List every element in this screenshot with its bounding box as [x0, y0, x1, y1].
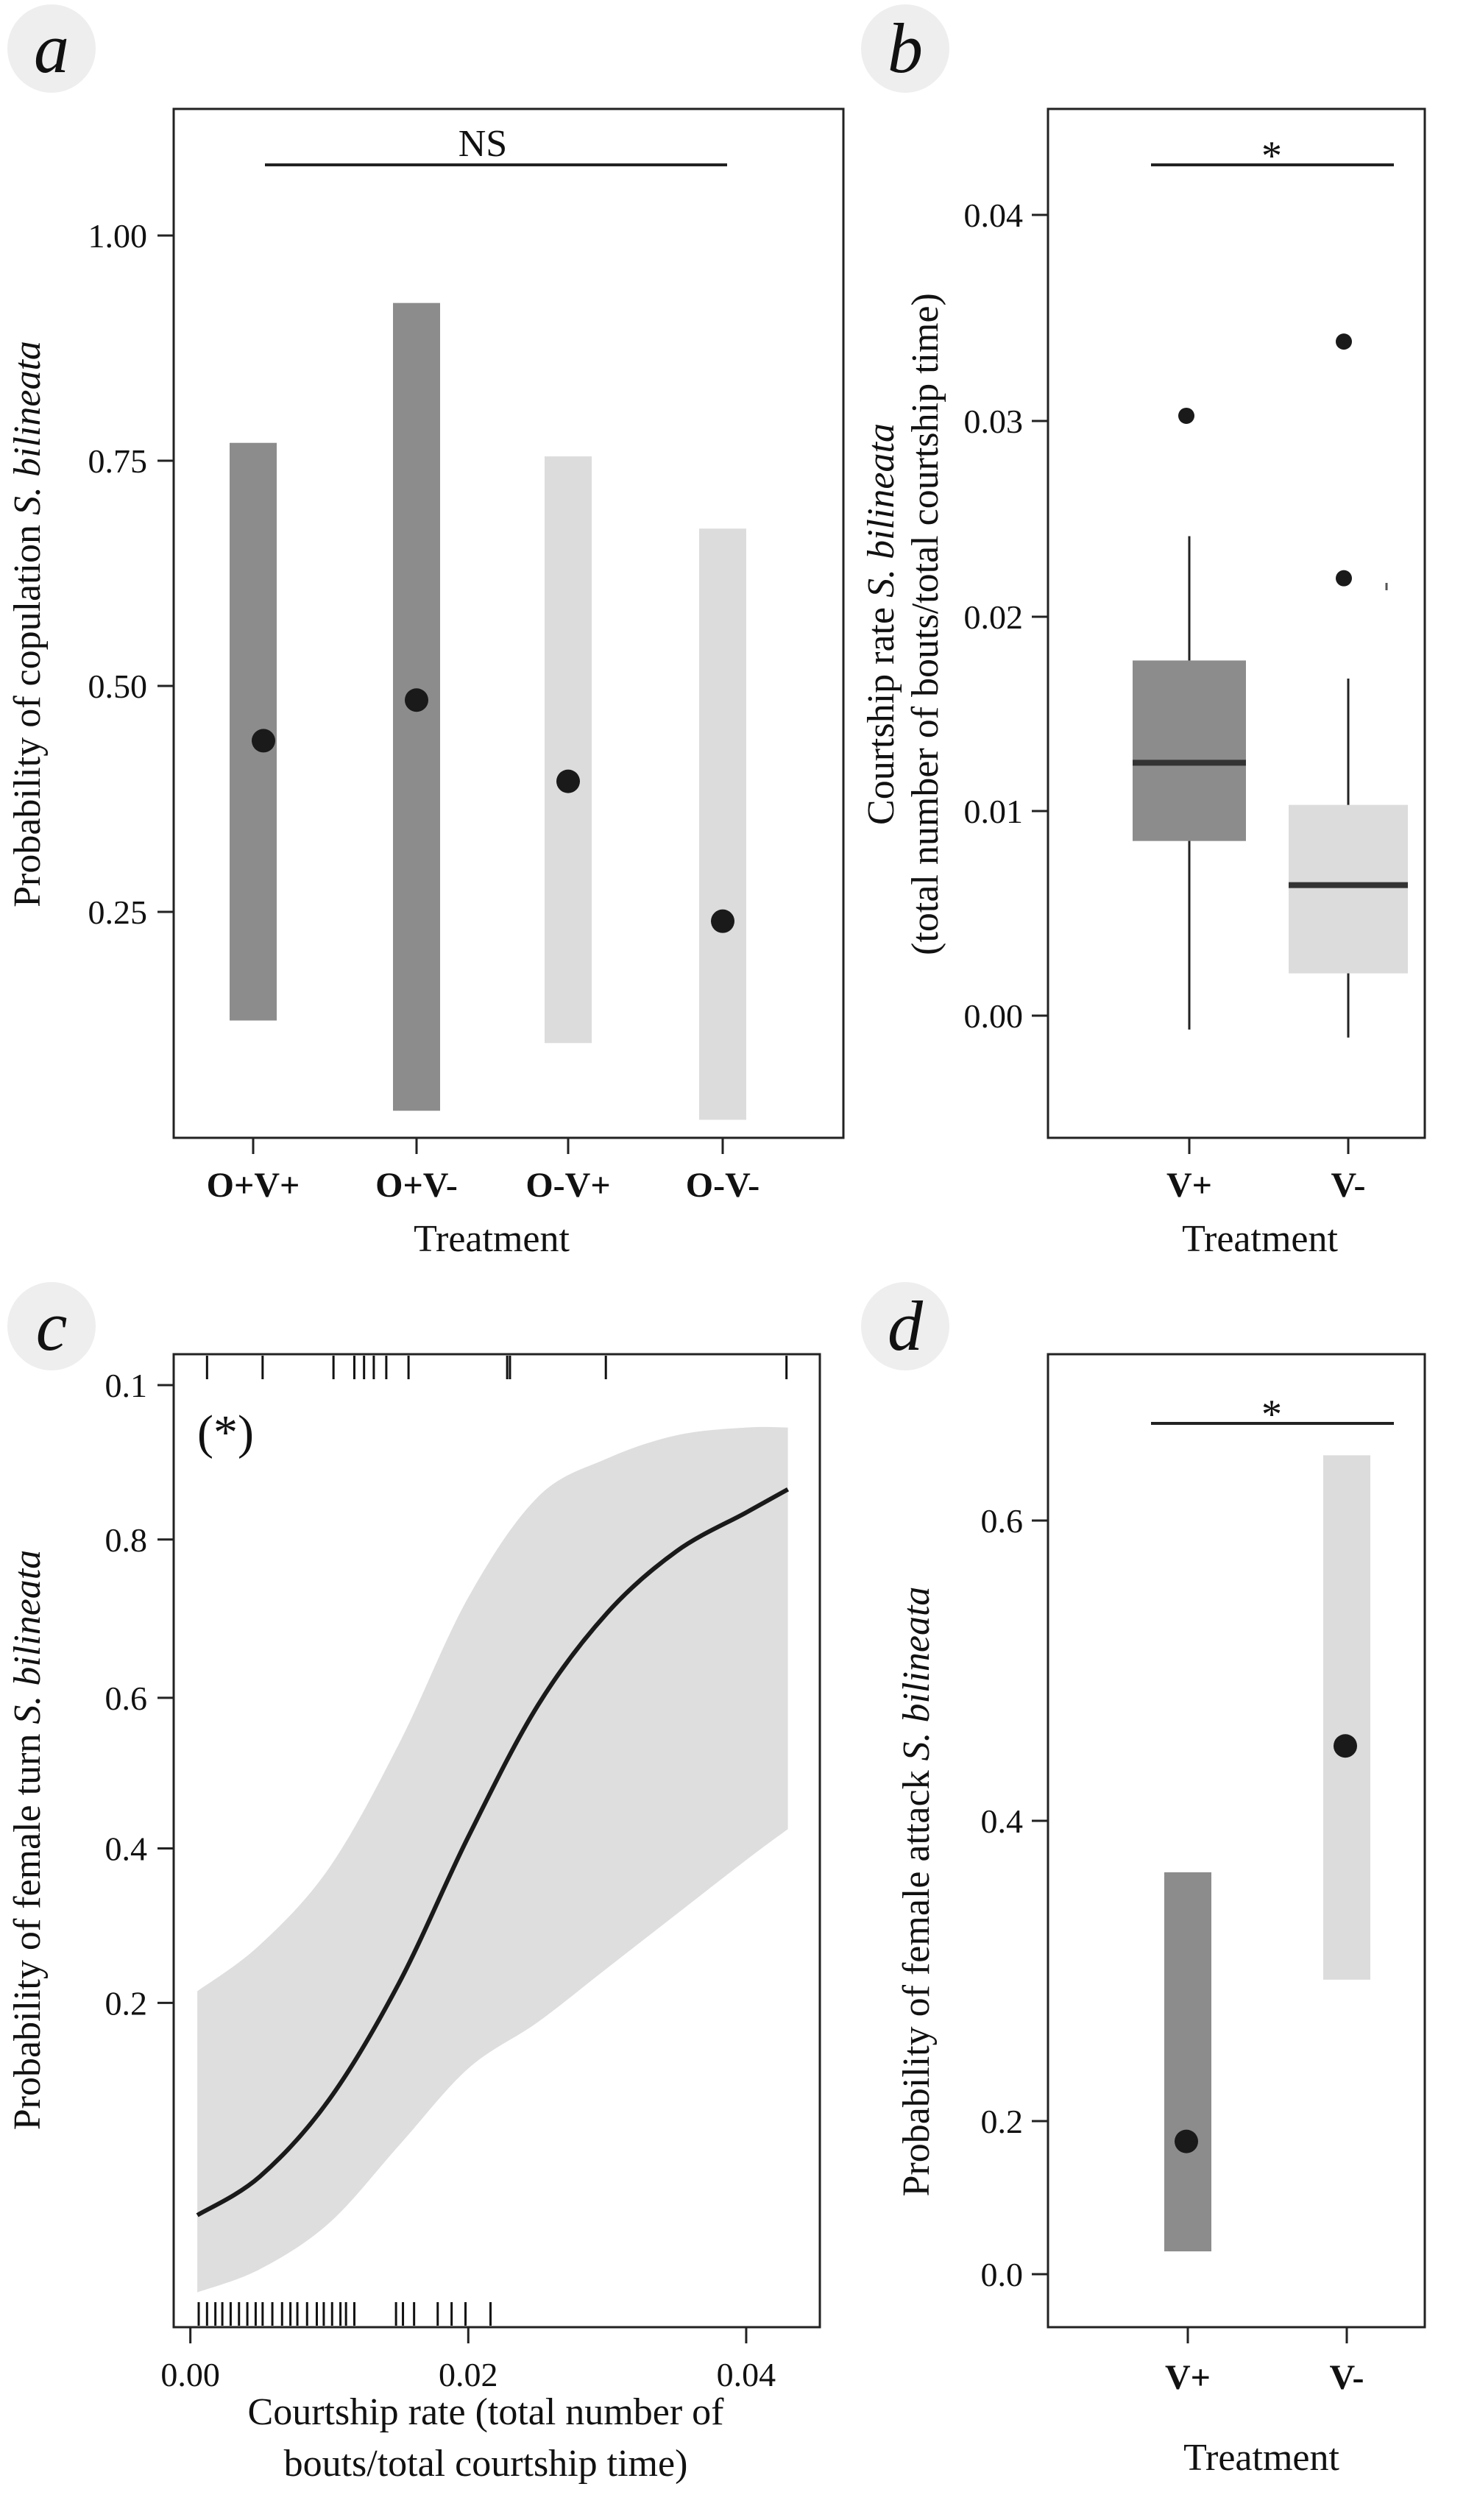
panel-d-xaxis: V+ V- — [1165, 2327, 1364, 2397]
panel-b-badge — [861, 4, 949, 93]
panel-d-xtick-label: V+ — [1165, 2358, 1211, 2397]
panel-c-ytick-label: 0.8 — [105, 1521, 148, 1559]
panel-a-xtick-label: O+V+ — [207, 1166, 300, 1205]
panel-b-box-1 — [1133, 660, 1246, 841]
panel-b-outlier-1-1 — [1178, 407, 1194, 424]
panel-c-ylabel-species: S. bilineata — [7, 1550, 49, 1724]
panel-a-ytick-label: 0.75 — [88, 442, 148, 480]
panel-d-ytick-label: 0.4 — [981, 1802, 1024, 1840]
panel-c-xaxis-title-line2: bouts/total courtship time) — [284, 2443, 688, 2485]
panel-b-ytick-label: 0.03 — [964, 403, 1024, 440]
panel-c-rug-bottom — [197, 2302, 492, 2326]
panel-a-estimate-point-2 — [405, 688, 428, 712]
panel-c-badge — [7, 1282, 96, 1370]
panel-a-ci-bar-4 — [699, 528, 746, 1120]
panel-d-ylabel-text: Probability of female attack — [896, 1760, 938, 2196]
panel-d-estimate-point-1 — [1175, 2129, 1198, 2153]
panel-b-marks — [1133, 333, 1408, 1038]
panel-c-ytick-label: 0.1 — [105, 1367, 148, 1404]
panel-c-marks — [196, 1356, 790, 2326]
panel-d-ci-bar-2 — [1323, 1455, 1370, 1980]
panel-b-yaxis: 0.04 0.03 0.02 0.01 0.00 — [964, 197, 1048, 1035]
panel-b: b * 0.04 0.03 0.02 0.01 0.00 V+ V- — [860, 4, 1426, 1260]
panel-b-yaxis-title-line2: (total number of bouts/total courtship t… — [904, 293, 946, 955]
panel-c: c (*) 0.1 0.8 0.6 0.4 0.2 0.00 0.02 0.04 Court… — [7, 1282, 821, 2485]
panel-c-ylabel-text: Probability of female turn — [7, 1724, 49, 2131]
panel-a-estimate-point-3 — [556, 769, 580, 793]
panel-a-ci-bar-3 — [545, 456, 592, 1044]
panel-a-ylabel-species: S. bilineata — [7, 341, 49, 515]
panel-d-ytick-label: 0.2 — [981, 2103, 1024, 2140]
panel-b-xtick-label: V- — [1331, 1166, 1365, 1205]
panel-d: d * 0.6 0.4 0.2 0.0 V+ V- Treatment — [861, 1282, 1426, 2479]
panel-c-xtick-label: 0.00 — [160, 2356, 220, 2393]
panel-a-yaxis: 1.00 0.75 0.50 0.25 — [88, 217, 174, 931]
panel-b-significance-label: * — [1261, 133, 1282, 179]
panel-a-estimate-point-4 — [711, 909, 734, 933]
panel-c-xaxis: 0.00 0.02 0.04 — [160, 2327, 776, 2393]
panel-d-yaxis-title: Probability of female attack S. bilineat… — [896, 1587, 938, 2197]
panel-a-xtick-label: O-V+ — [525, 1166, 610, 1205]
panel-a-ylabel-text: Probability of copulation — [7, 515, 49, 907]
panel-a-significance-label: NS — [458, 123, 507, 165]
panel-a: a NS 1.00 0.75 0.50 0.25 O+V+ O+V- O-V+ … — [7, 4, 845, 1260]
panel-d-ci-bar-1 — [1164, 1872, 1211, 2251]
panel-d-significance-label: * — [1261, 1392, 1282, 1437]
panel-a-marks — [230, 302, 746, 1120]
panel-d-xtick-label: V- — [1329, 2358, 1364, 2397]
panel-c-plot-frame — [172, 1353, 821, 2329]
panel-b-ylabel-text: Courtship rate — [860, 598, 902, 825]
panel-c-yaxis: 0.1 0.8 0.6 0.4 0.2 — [105, 1367, 174, 2022]
panel-c-label: c — [36, 1286, 68, 1365]
panel-d-marks — [1164, 1455, 1370, 2251]
panel-a-yaxis-title: Probability of copulation S. bilineata — [7, 341, 49, 907]
panel-b-label: b — [888, 9, 923, 88]
panel-b-xaxis: V+ V- — [1166, 1138, 1366, 1205]
panel-c-ytick-label: 0.4 — [105, 1830, 148, 1867]
panel-b-ytick-label: 0.04 — [964, 197, 1024, 234]
panel-b-plot-frame — [1047, 107, 1426, 1139]
panel-b-ytick-label: 0.02 — [964, 598, 1024, 636]
panel-b-yaxis-title-line1: Courtship rate S. bilineata — [860, 423, 902, 825]
panel-c-fitted-curve — [196, 1487, 790, 2218]
panel-c-ytick-label: 0.6 — [105, 1680, 148, 1717]
panel-c-ytick-label: 0.2 — [105, 1984, 148, 2022]
panel-b-outlier-2-1 — [1336, 570, 1352, 587]
panel-a-xaxis-title: Treatment — [414, 1218, 570, 1260]
panel-b-ylabel-species: S. bilineata — [860, 423, 902, 598]
panel-c-rug-top — [205, 1356, 788, 1379]
panel-d-plot-frame — [1047, 1353, 1426, 2329]
panel-d-label: d — [888, 1286, 924, 1365]
panel-b-box-2 — [1289, 804, 1408, 974]
panel-b-xaxis-title: Treatment — [1182, 1218, 1338, 1260]
panel-b-ytick-label: 0.00 — [964, 997, 1024, 1035]
panel-c-xtick-label: 0.04 — [717, 2356, 776, 2393]
panel-c-annotation: (*) — [197, 1406, 254, 1459]
panel-a-ytick-label: 1.00 — [88, 217, 148, 255]
panel-a-badge — [7, 4, 96, 93]
panel-c-confidence-band — [197, 1426, 788, 2293]
panel-a-plot-frame — [172, 107, 845, 1139]
panel-c-xaxis-title-line1: Courtship rate (total number of — [248, 2391, 725, 2433]
panel-d-estimate-point-2 — [1334, 1734, 1357, 1758]
panel-a-estimate-point-1 — [252, 729, 275, 753]
panel-a-ytick-label: 0.50 — [88, 668, 148, 705]
panel-b-ytick-label: 0.01 — [964, 793, 1024, 830]
panel-c-xtick-label: 0.02 — [439, 2356, 498, 2393]
panel-d-xaxis-title: Treatment — [1183, 2437, 1339, 2479]
panel-a-xaxis: O+V+ O+V- O-V+ O-V- — [207, 1138, 759, 1205]
panel-b-xtick-label: V+ — [1166, 1166, 1212, 1205]
panel-a-xtick-label: O+V- — [375, 1166, 458, 1205]
panel-b-outlier-2-2 — [1336, 333, 1352, 350]
panel-d-badge — [861, 1282, 949, 1370]
panel-d-ytick-label: 0.0 — [981, 2256, 1024, 2293]
panel-d-ytick-label: 0.6 — [981, 1502, 1024, 1540]
panel-a-xtick-label: O-V- — [686, 1166, 759, 1205]
panel-a-ytick-label: 0.25 — [88, 893, 148, 931]
panel-a-label: a — [34, 9, 69, 88]
panel-c-yaxis-title: Probability of female turn S. bilineata — [7, 1550, 49, 2131]
panel-d-ylabel-species: S. bilineata — [896, 1587, 938, 1761]
panel-d-yaxis: 0.6 0.4 0.2 0.0 — [981, 1502, 1048, 2293]
